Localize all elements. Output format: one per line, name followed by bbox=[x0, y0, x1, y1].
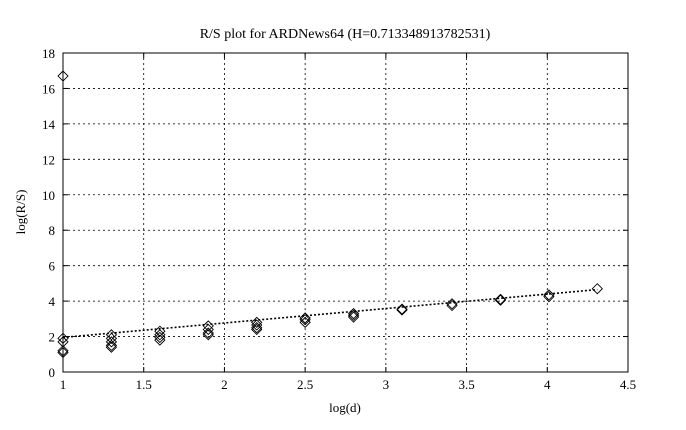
x-tick-label: 4.5 bbox=[620, 377, 636, 392]
data-point bbox=[202, 327, 214, 339]
data-point bbox=[251, 323, 263, 336]
data-point bbox=[202, 320, 214, 332]
x-tick-label: 1 bbox=[60, 377, 67, 392]
data-point bbox=[543, 291, 555, 303]
data-point bbox=[251, 319, 263, 331]
data-point bbox=[299, 316, 311, 329]
y-tick-label: 16 bbox=[42, 81, 56, 96]
data-point bbox=[202, 323, 214, 336]
x-tick-label: 3 bbox=[383, 377, 390, 392]
data-point bbox=[396, 304, 408, 316]
grid bbox=[63, 53, 628, 372]
data-point bbox=[494, 294, 507, 306]
data-point bbox=[299, 314, 311, 326]
x-axis-label: log(d) bbox=[329, 400, 361, 415]
data-point bbox=[299, 312, 311, 324]
data-point bbox=[446, 299, 458, 312]
x-tick-label: 2.5 bbox=[297, 377, 313, 392]
fit-line bbox=[62, 288, 598, 339]
y-tick-label: 12 bbox=[42, 152, 55, 167]
data-point bbox=[251, 316, 263, 329]
x-tick-label: 1.5 bbox=[136, 377, 152, 392]
data-point bbox=[347, 311, 360, 323]
data-point bbox=[154, 331, 166, 344]
y-tick-label: 10 bbox=[42, 188, 55, 203]
y-tick-label: 8 bbox=[49, 223, 56, 238]
data-points bbox=[57, 70, 603, 359]
y-tick-labels: 0 2 4 6 8 10 12 14 16 18 bbox=[42, 46, 56, 380]
plot-frame bbox=[62, 52, 629, 373]
fit-line-layer bbox=[62, 288, 598, 339]
data-point bbox=[543, 289, 555, 301]
data-point bbox=[105, 339, 118, 352]
y-tick-label: 18 bbox=[42, 46, 55, 61]
y-tick-label: 4 bbox=[49, 294, 56, 309]
data-point bbox=[396, 303, 408, 315]
data-point bbox=[446, 298, 458, 310]
data-point bbox=[154, 325, 166, 337]
data-point bbox=[154, 329, 166, 341]
y-tick-label: 0 bbox=[49, 365, 56, 380]
data-point bbox=[105, 336, 118, 348]
data-point bbox=[347, 309, 360, 321]
x-tick-label: 4 bbox=[544, 377, 551, 392]
data-point bbox=[591, 283, 603, 295]
axis-ticks bbox=[62, 52, 629, 373]
y-tick-label: 2 bbox=[49, 330, 56, 345]
data-point bbox=[251, 322, 263, 334]
data-point bbox=[347, 307, 360, 320]
x-tick-labels: 1 1.5 2 2.5 3 3.5 4 4.5 bbox=[60, 377, 636, 392]
data-point bbox=[494, 293, 507, 305]
data-point bbox=[154, 334, 166, 346]
x-tick-label: 3.5 bbox=[458, 377, 474, 392]
y-tick-label: 14 bbox=[42, 117, 56, 132]
y-tick-label: 6 bbox=[49, 259, 56, 274]
chart-title: R/S plot for ARDNews64 (H=0.713348913782… bbox=[200, 27, 491, 42]
x-tick-label: 2 bbox=[221, 377, 228, 392]
data-point bbox=[105, 332, 118, 344]
data-point bbox=[105, 341, 118, 353]
y-axis-label: log(R/S) bbox=[13, 190, 28, 235]
data-point bbox=[202, 329, 214, 341]
data-point bbox=[105, 329, 118, 341]
